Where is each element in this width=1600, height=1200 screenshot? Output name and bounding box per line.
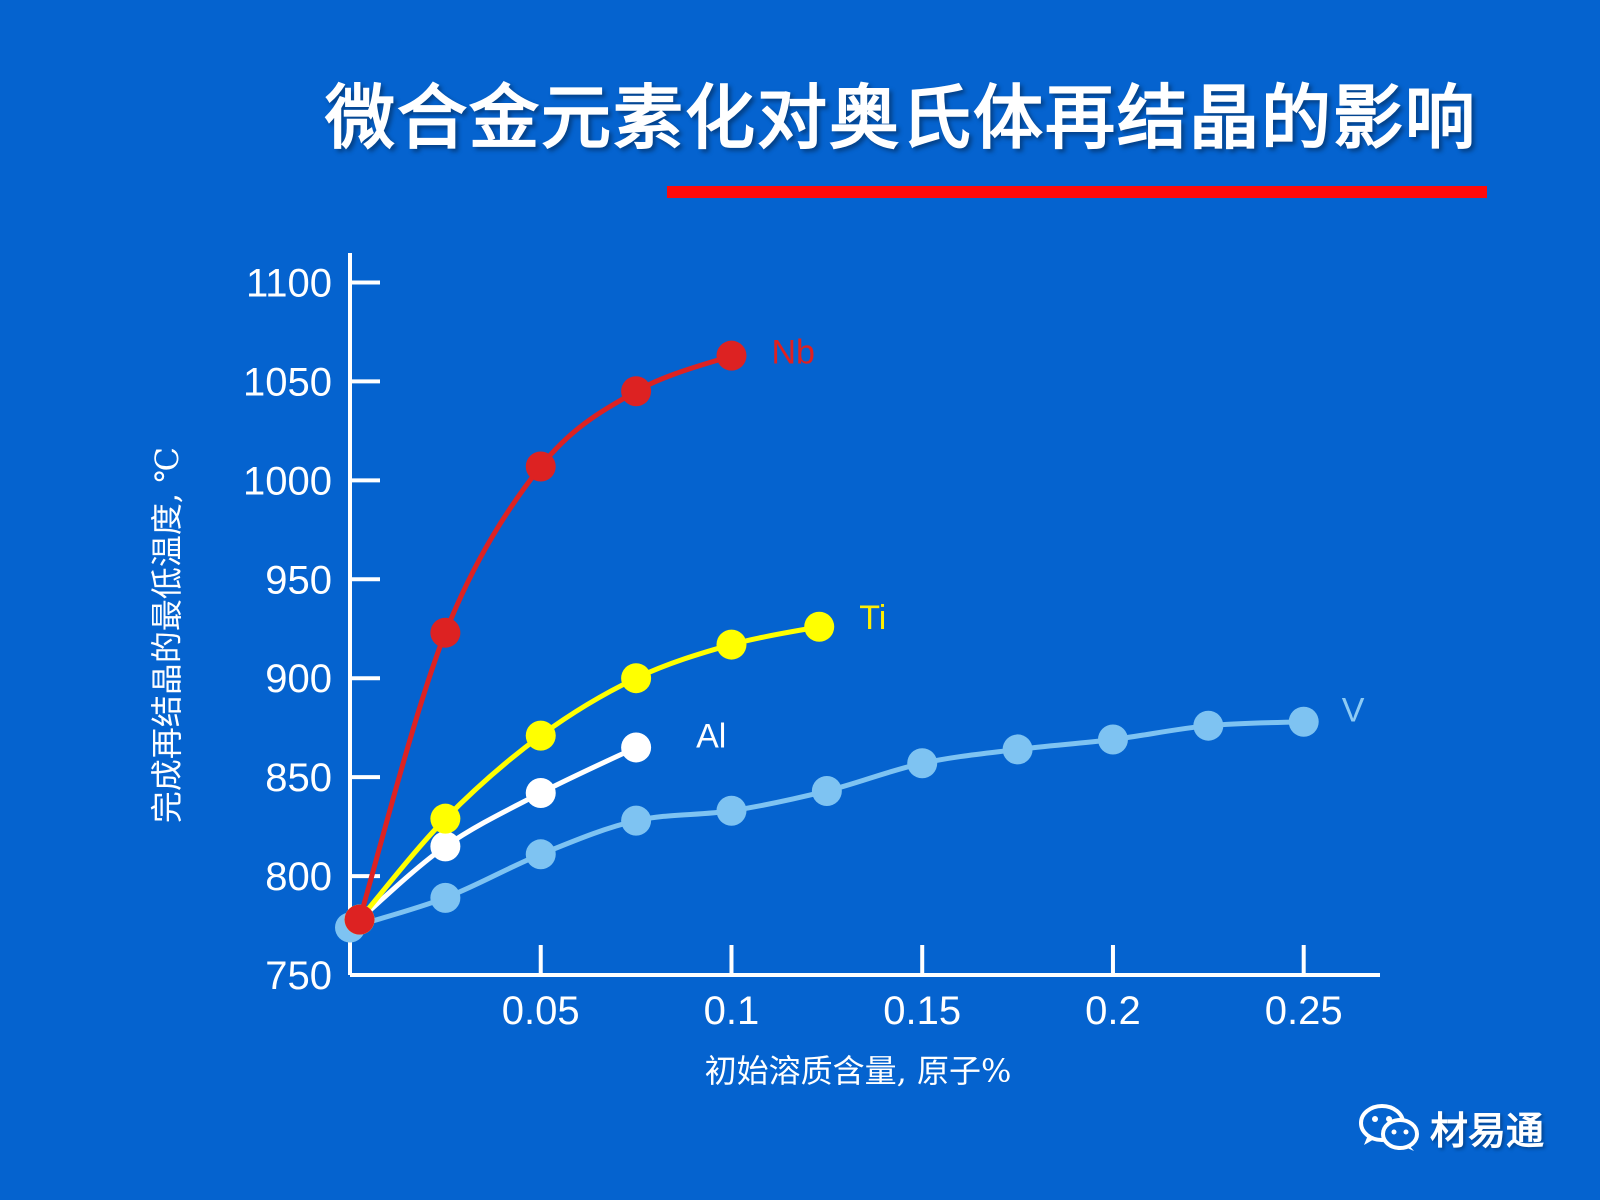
series-label-nb: Nb (771, 334, 814, 372)
title-underline-bar (667, 186, 1487, 198)
x-tick-label: 0.1 (704, 989, 760, 1033)
y-tick-label: 900 (265, 657, 332, 701)
data-point-nb (344, 904, 375, 935)
data-point-nb (621, 376, 652, 407)
data-point-al (525, 777, 556, 808)
data-point-v (1097, 724, 1128, 755)
data-point-v (1288, 706, 1319, 737)
y-tick-label: 750 (265, 954, 332, 998)
y-tick-label: 850 (265, 756, 332, 800)
data-point-al (430, 831, 461, 862)
series-line-ti (357, 624, 822, 923)
y-tick-label: 800 (265, 855, 332, 899)
data-point-v (907, 748, 938, 779)
data-point-al (621, 732, 652, 763)
x-tick-label: 0.05 (502, 989, 580, 1033)
y-axis-title: 完成再结晶的最低温度, ℃ (148, 447, 186, 823)
data-point-nb (430, 617, 461, 648)
y-tick-label: 1050 (243, 360, 332, 404)
y-tick-label: 950 (265, 558, 332, 602)
x-tick-label: 0.25 (1265, 989, 1343, 1033)
series-label-al: Al (696, 717, 726, 755)
data-point-v (716, 795, 747, 826)
x-tick-label: 0.15 (883, 989, 961, 1033)
x-tick-label: 0.2 (1085, 989, 1141, 1033)
series-line-v (347, 719, 1307, 931)
slide-title: 微合金元素化对奥氏体再结晶的影响 (325, 77, 1477, 159)
y-tick-label: 1100 (246, 261, 332, 305)
series-label-ti: Ti (859, 599, 886, 637)
series-line-al (357, 744, 639, 923)
y-tick-label: 1000 (243, 459, 332, 503)
data-point-ti (716, 629, 747, 660)
data-point-ti (525, 720, 556, 751)
series-label-v: V (1342, 692, 1365, 730)
data-point-v (430, 882, 461, 913)
watermark-text: 材易通 (1430, 1109, 1545, 1153)
data-point-v (811, 775, 842, 806)
data-point-ti (430, 803, 461, 834)
data-point-nb (525, 451, 556, 482)
data-point-ti (804, 611, 835, 642)
watermark: 材易通 (1358, 1100, 1544, 1155)
data-point-v (1002, 734, 1033, 765)
data-point-v (621, 805, 652, 836)
data-point-nb (716, 340, 747, 371)
series-line-nb (357, 353, 734, 923)
data-point-v (1193, 710, 1224, 741)
wechat-icon (1359, 1103, 1419, 1151)
x-axis-title: 初始溶质含量, 原子% (705, 1052, 1012, 1090)
title-underline (667, 186, 1487, 198)
data-point-v (525, 839, 556, 870)
data-point-ti (621, 663, 652, 694)
